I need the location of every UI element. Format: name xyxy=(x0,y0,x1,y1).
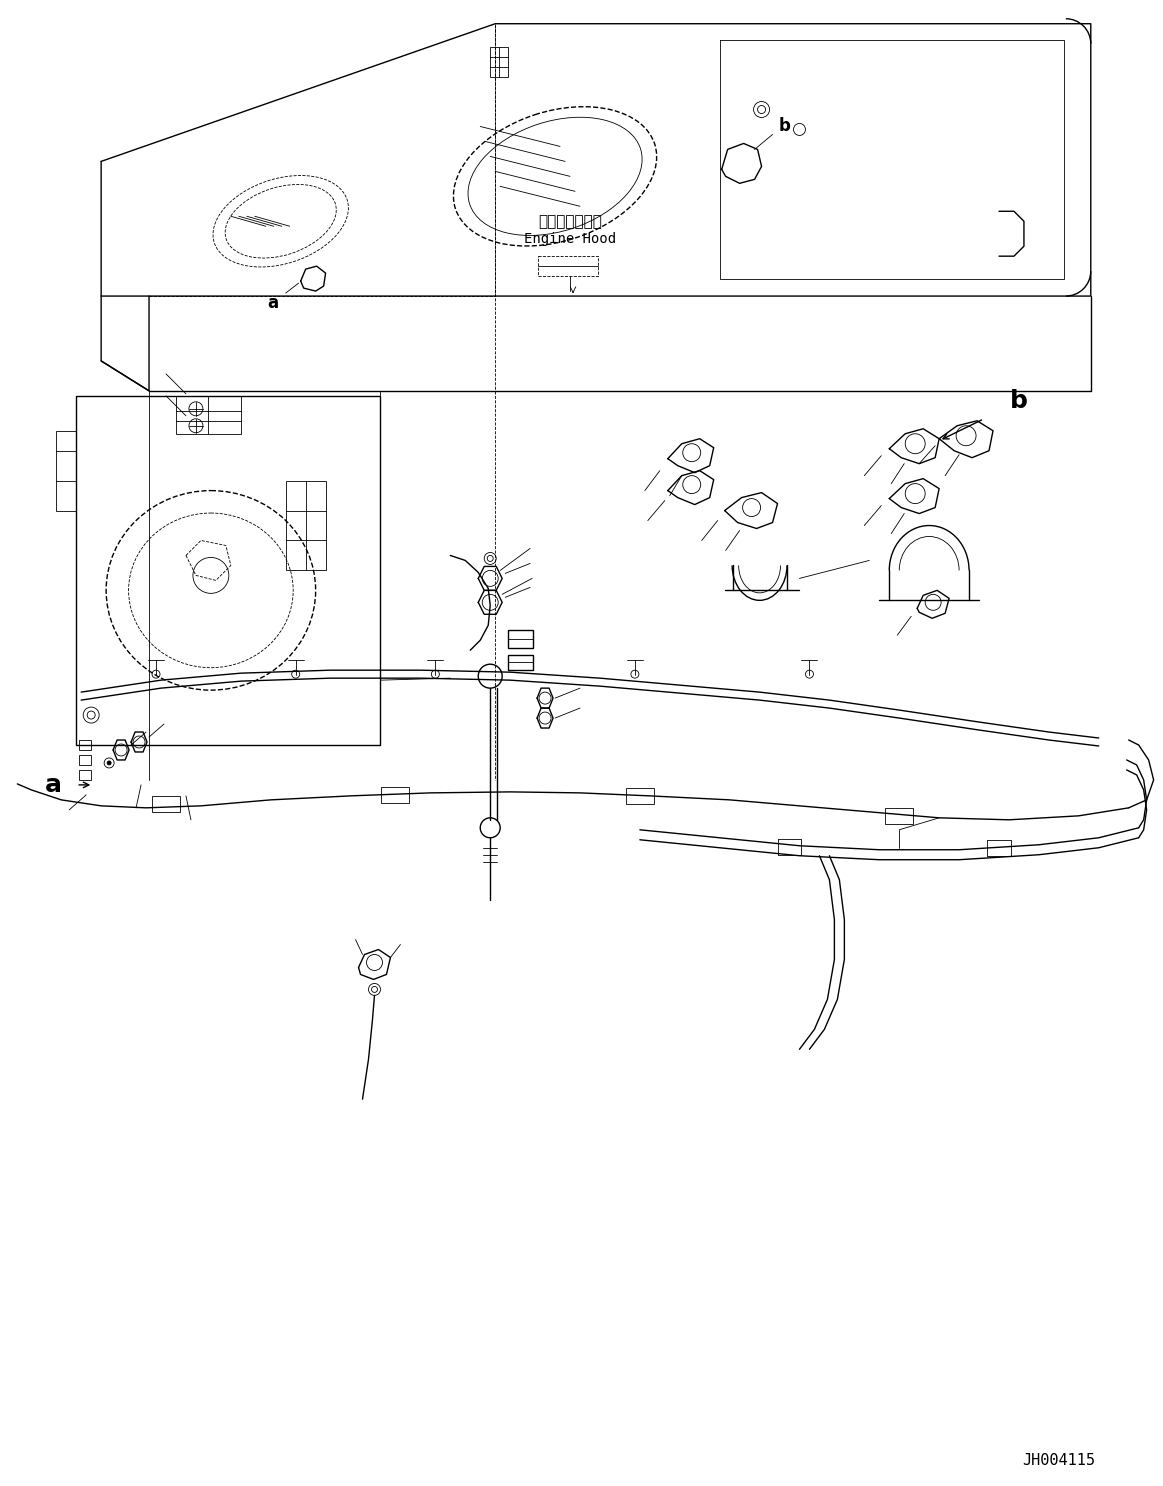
Bar xyxy=(56,431,77,511)
Text: エンジンフード: エンジンフード xyxy=(538,214,602,229)
Bar xyxy=(508,655,533,670)
Text: b: b xyxy=(778,117,791,135)
Text: JH004115: JH004115 xyxy=(1022,1453,1096,1468)
Bar xyxy=(77,395,380,744)
Bar xyxy=(626,788,654,804)
Circle shape xyxy=(107,761,112,765)
Bar xyxy=(79,755,91,765)
Bar xyxy=(79,740,91,750)
Bar xyxy=(491,46,508,77)
Bar xyxy=(381,788,409,802)
Bar xyxy=(176,395,241,434)
Bar xyxy=(286,480,326,571)
Bar xyxy=(885,808,913,823)
Bar xyxy=(152,796,180,811)
Text: b: b xyxy=(1009,389,1028,413)
Bar xyxy=(79,770,91,780)
Text: a: a xyxy=(44,773,62,796)
Text: Engine Hood: Engine Hood xyxy=(525,232,616,247)
Bar xyxy=(538,256,598,276)
Bar xyxy=(508,630,533,648)
Text: a: a xyxy=(267,294,278,312)
